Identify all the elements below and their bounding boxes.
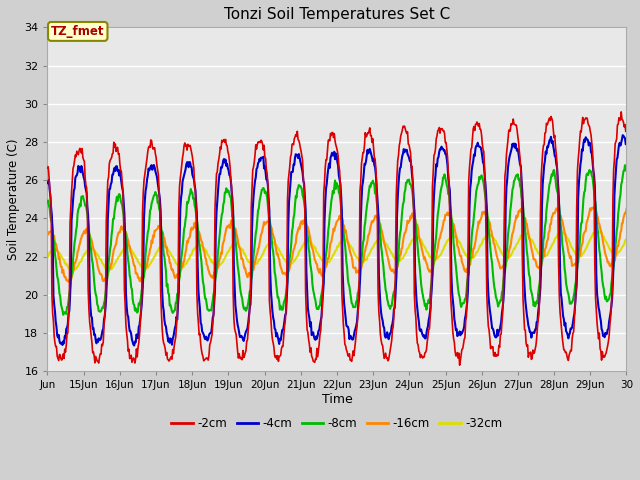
Text: TZ_fmet: TZ_fmet bbox=[51, 25, 104, 38]
Title: Tonzi Soil Temperatures Set C: Tonzi Soil Temperatures Set C bbox=[224, 7, 450, 22]
Y-axis label: Soil Temperature (C): Soil Temperature (C) bbox=[7, 139, 20, 260]
Legend: -2cm, -4cm, -8cm, -16cm, -32cm: -2cm, -4cm, -8cm, -16cm, -32cm bbox=[166, 412, 508, 434]
X-axis label: Time: Time bbox=[321, 393, 352, 406]
